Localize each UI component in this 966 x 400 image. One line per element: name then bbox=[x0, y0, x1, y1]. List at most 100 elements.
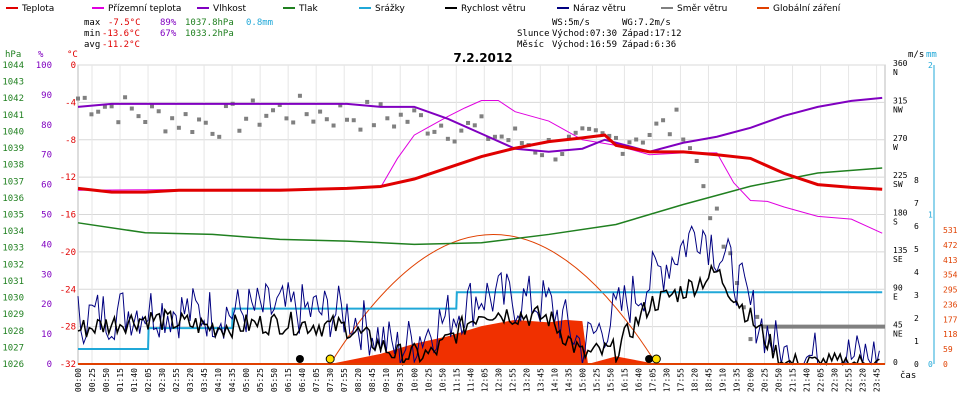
legend-label-2: Vlhkost bbox=[213, 4, 246, 14]
x-label-19: 07:55 bbox=[340, 368, 349, 392]
wind-dir-point bbox=[587, 126, 592, 131]
x-label-2: 00:50 bbox=[102, 368, 111, 392]
tick-wm-6: 177 bbox=[943, 315, 958, 324]
tick-hpa-16: 1028 bbox=[2, 327, 24, 337]
stats-max-hum: 89% bbox=[160, 18, 177, 28]
x-label-18: 07:30 bbox=[326, 368, 335, 392]
x-label-8: 03:20 bbox=[186, 368, 195, 392]
x-label-31: 12:55 bbox=[508, 368, 517, 392]
axis-ticks: 1044104310421041104010391038103710361035… bbox=[2, 59, 957, 370]
plot-area bbox=[76, 93, 885, 367]
wind-dir-point bbox=[351, 118, 356, 123]
x-label-44: 18:20 bbox=[690, 368, 699, 392]
moonrise-marker bbox=[645, 355, 654, 363]
wind-dir-point bbox=[412, 108, 417, 113]
x-label-22: 09:10 bbox=[382, 368, 391, 392]
legend-label-7: Směr větru bbox=[677, 4, 727, 14]
tick-dir-name-2: W bbox=[893, 143, 898, 152]
wind-dir-point bbox=[96, 109, 101, 114]
tick-wm-7: 118 bbox=[943, 330, 958, 339]
x-label-33: 13:45 bbox=[536, 368, 545, 392]
x-label-3: 01:15 bbox=[116, 368, 125, 392]
solar-clear-sky-curve bbox=[329, 234, 657, 365]
stats-min-press: 1033.2hPa bbox=[185, 29, 234, 39]
x-label-6: 02:30 bbox=[158, 368, 167, 392]
wind-dir-point bbox=[714, 206, 719, 211]
info-sun-set: Západ:17:12 bbox=[622, 29, 682, 39]
x-label-57: 23:45 bbox=[873, 368, 882, 392]
wind-dir-point bbox=[513, 126, 518, 131]
wind-dir-point bbox=[533, 150, 538, 155]
x-label-32: 13:20 bbox=[522, 368, 531, 392]
tick-temp-1: -4 bbox=[65, 98, 76, 108]
x-label-54: 22:30 bbox=[831, 368, 840, 392]
tick-hpa-3: 1041 bbox=[2, 111, 24, 121]
wind-dir-point bbox=[136, 114, 141, 119]
tick-hpa-11: 1033 bbox=[2, 244, 24, 254]
wind-dir-point bbox=[324, 117, 329, 122]
tick-dir-5: 135 bbox=[893, 246, 908, 255]
x-label-25: 10:25 bbox=[424, 368, 433, 392]
tick-ms-7: 1 bbox=[914, 337, 919, 346]
wind-dir-point bbox=[102, 104, 107, 109]
wind-dir-point bbox=[472, 123, 477, 128]
x-label-17: 07:05 bbox=[312, 368, 321, 392]
x-label-49: 20:25 bbox=[761, 368, 770, 392]
wind-dir-point bbox=[190, 130, 195, 135]
wind-dir-point bbox=[331, 123, 336, 128]
stats-min-hum: 67% bbox=[160, 29, 177, 39]
tick-wm-5: 236 bbox=[943, 300, 958, 309]
unit-pct: % bbox=[38, 50, 44, 60]
wind-dir-point bbox=[378, 102, 383, 107]
tick-pct-5: 50 bbox=[41, 211, 52, 221]
x-label-29: 12:05 bbox=[480, 368, 489, 392]
wind-dir-point bbox=[432, 129, 437, 134]
wind-dir-point bbox=[741, 305, 746, 310]
x-label-20: 08:20 bbox=[354, 368, 363, 392]
wind-dir-point bbox=[506, 138, 511, 143]
wind-dir-point bbox=[116, 120, 121, 125]
stats-avg-temp: -11.2°C bbox=[102, 40, 140, 50]
tick-hpa-10: 1034 bbox=[2, 227, 24, 237]
x-label-5: 02:05 bbox=[144, 368, 153, 392]
tick-pct-9: 10 bbox=[41, 330, 52, 340]
x-label-7: 02:55 bbox=[172, 368, 181, 392]
tick-dir-name-1: NW bbox=[893, 105, 903, 114]
info-ws: WS:5m/s bbox=[552, 18, 590, 28]
stats-block: max -7.5°C 89% 1037.8hPa 0.8mm min -13.6… bbox=[84, 18, 273, 50]
tick-hpa-5: 1039 bbox=[2, 144, 24, 154]
tick-hpa-9: 1035 bbox=[2, 211, 24, 221]
wind-dir-point bbox=[573, 130, 578, 135]
tick-hpa-1: 1043 bbox=[2, 78, 24, 88]
wind-dir-point bbox=[425, 131, 430, 136]
tick-mm-1: 1 bbox=[928, 211, 933, 220]
tick-temp-0: 0 bbox=[71, 61, 76, 71]
wind-dir-point bbox=[358, 127, 363, 132]
wind-dir-point bbox=[667, 132, 672, 137]
series-humidity-line bbox=[77, 96, 883, 153]
x-axis-labels: 00:00 00:25 00:50 01:15 01:40 02:05 02:30 02:55… bbox=[74, 368, 882, 392]
info-sun-label: Slunce bbox=[517, 29, 550, 39]
wind-dir-point bbox=[291, 120, 296, 125]
info-wg: WG:7.2m/s bbox=[622, 18, 671, 28]
wind-dir-point bbox=[170, 116, 175, 121]
wind-dir-point bbox=[452, 139, 457, 144]
x-label-9: 03:45 bbox=[200, 368, 209, 392]
tick-hpa-4: 1040 bbox=[2, 127, 24, 137]
tick-pct-4: 60 bbox=[41, 181, 52, 191]
tick-ms-0: 8 bbox=[914, 176, 919, 185]
series-pressure-line bbox=[77, 167, 883, 246]
tick-pct-0: 100 bbox=[36, 61, 52, 71]
x-label-34: 14:10 bbox=[550, 368, 559, 392]
tick-wm-8: 59 bbox=[943, 345, 953, 354]
wind-dir-point bbox=[580, 126, 585, 131]
legend-label-4: Srážky bbox=[375, 4, 406, 14]
wind-dir-point bbox=[735, 281, 740, 286]
legend-label-5: Rychlost větru bbox=[461, 4, 526, 14]
tick-hpa-18: 1026 bbox=[2, 360, 24, 370]
wind-dir-point bbox=[445, 136, 450, 141]
wind-dir-point bbox=[492, 134, 497, 139]
wind-dir-point bbox=[654, 121, 659, 126]
wind-dir-point bbox=[721, 244, 726, 249]
wind-dir-point bbox=[365, 99, 370, 104]
